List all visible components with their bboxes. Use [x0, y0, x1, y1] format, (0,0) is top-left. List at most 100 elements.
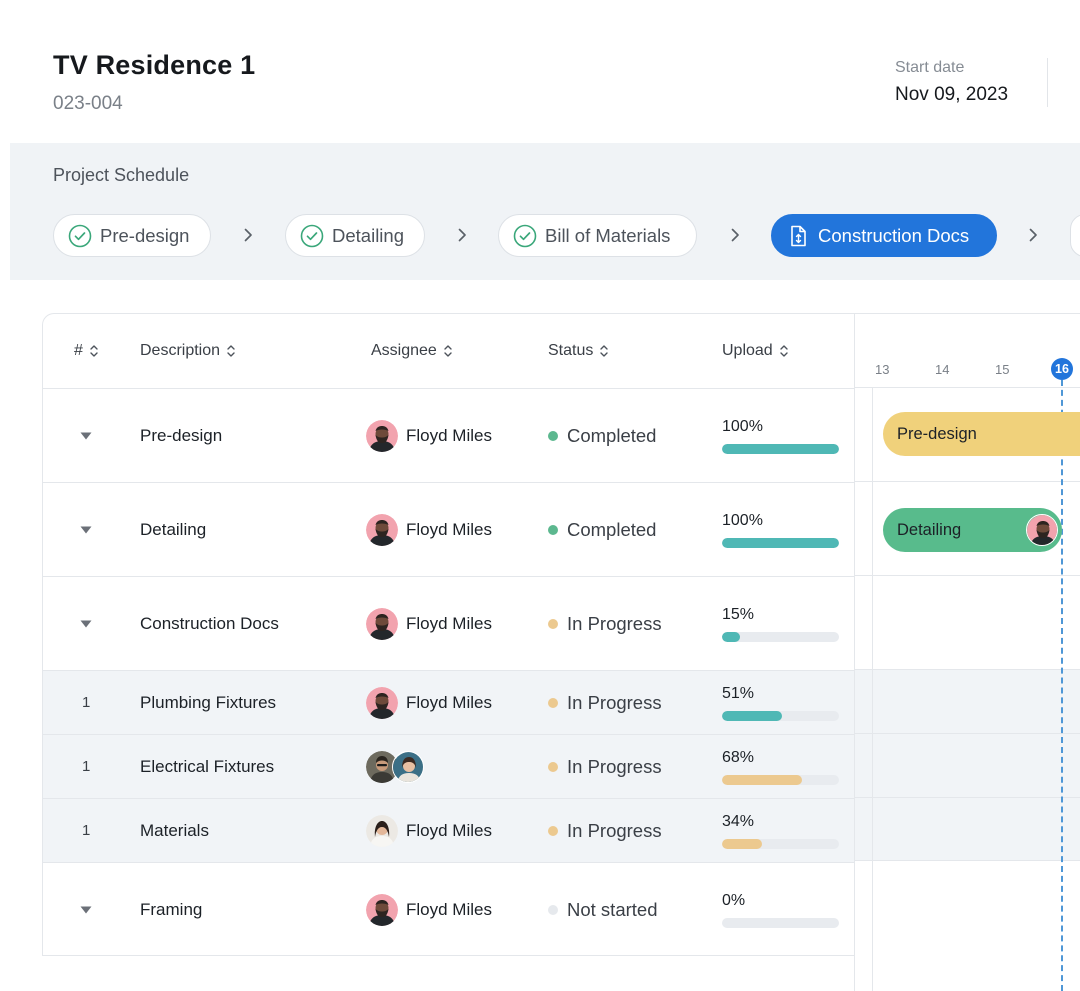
- chevron-right-icon: [1029, 228, 1037, 242]
- step-label: Pre-design: [100, 224, 190, 246]
- check-circle-icon: [68, 224, 92, 247]
- sort-icon: [90, 345, 98, 357]
- column-header-description[interactable]: Description: [140, 342, 236, 360]
- column-header-status[interactable]: Status: [548, 342, 609, 360]
- step-label: Bill of Materials: [545, 224, 671, 246]
- status-text: In Progress: [567, 820, 662, 841]
- upload-progress-bar: [722, 538, 839, 548]
- status-text: In Progress: [567, 613, 662, 634]
- gantt-gridline: [872, 388, 873, 991]
- status-dot: [548, 619, 558, 629]
- upload-percent: 100%: [722, 418, 763, 435]
- caret-down-icon[interactable]: [80, 906, 92, 914]
- sort-icon: [780, 345, 788, 357]
- gantt-divider: [854, 313, 855, 991]
- gantt-bar-detailing[interactable]: Detailing: [883, 508, 1062, 552]
- step-pre-design[interactable]: Pre-design: [53, 214, 211, 257]
- upload-percent: 0%: [722, 892, 746, 909]
- step-next-partial[interactable]: [1070, 214, 1080, 257]
- avatar: [1026, 514, 1058, 546]
- avatar: [366, 751, 398, 783]
- table-row[interactable]: Pre-design Floyd Miles Completed 100%: [43, 388, 855, 482]
- avatar: [366, 608, 398, 640]
- caret-down-icon[interactable]: [80, 526, 92, 534]
- avatar: [366, 815, 398, 847]
- schedule-title: Project Schedule: [53, 165, 190, 185]
- upload-progress-bar: [722, 444, 839, 454]
- step-label: Construction Docs: [818, 224, 970, 246]
- project-header: TV Residence 1 023-004 Start date Nov 09…: [0, 0, 1080, 143]
- table-row[interactable]: Framing Floyd Miles Not started 0%: [43, 862, 855, 956]
- table-row[interactable]: Detailing Floyd Miles Completed 100%: [43, 482, 855, 576]
- row-number: 1: [82, 694, 91, 711]
- status-text: Completed: [567, 425, 657, 446]
- project-title: TV Residence 1: [53, 50, 256, 80]
- task-description: Electrical Fixtures: [140, 757, 275, 776]
- step-detailing[interactable]: Detailing: [285, 214, 425, 257]
- status-text: In Progress: [567, 692, 662, 713]
- task-description: Materials: [140, 821, 209, 840]
- row-number: 1: [82, 822, 91, 839]
- gantt-header-divider: [855, 387, 1080, 388]
- document-icon: [791, 225, 806, 246]
- gantt-day-label: 13: [875, 362, 890, 377]
- upload-progress-bar: [722, 775, 839, 785]
- gantt-today-line: [1061, 380, 1063, 991]
- task-description: Framing: [140, 900, 203, 919]
- status-text: Not started: [567, 899, 658, 920]
- gantt-day-label: 15: [995, 362, 1010, 377]
- start-date-label: Start date: [895, 59, 965, 76]
- table-row[interactable]: Construction Docs Floyd Miles In Progres…: [43, 576, 855, 670]
- column-header-number[interactable]: #: [74, 342, 99, 360]
- gantt-bar-label: Pre-design: [897, 424, 977, 443]
- gantt-row-band: [855, 733, 1080, 797]
- status-dot: [548, 905, 558, 915]
- step-bill-of-materials[interactable]: Bill of Materials: [498, 214, 697, 257]
- project-schedule: Project Schedule Pre-design Detailing Bi…: [10, 143, 1080, 280]
- task-description: Plumbing Fixtures: [140, 693, 277, 712]
- gantt-row-divider: [855, 575, 1080, 576]
- table-row[interactable]: 1 Electrical Fixtures In Progress 68%: [43, 734, 855, 798]
- assignee-name: Floyd Miles: [406, 426, 492, 445]
- assignee-name: Floyd Miles: [406, 614, 492, 633]
- status-dot: [548, 762, 558, 772]
- gantt-today-marker[interactable]: 16: [1051, 358, 1073, 380]
- upload-percent: 51%: [722, 685, 755, 702]
- upload-percent: 100%: [722, 512, 763, 529]
- chevron-right-icon: [458, 228, 466, 242]
- upload-percent: 34%: [722, 813, 755, 830]
- start-date-value: Nov 09, 2023: [895, 84, 1009, 105]
- sort-icon: [600, 345, 609, 357]
- avatar: [366, 420, 398, 452]
- column-header-upload[interactable]: Upload: [722, 342, 789, 360]
- chevron-right-icon: [731, 228, 739, 242]
- gantt-row-divider: [855, 481, 1080, 482]
- chevron-right-icon: [244, 228, 252, 242]
- assignee-name: Floyd Miles: [406, 821, 492, 840]
- gantt-bar-pre-design[interactable]: Pre-design: [883, 412, 1080, 456]
- step-construction-docs[interactable]: Construction Docs: [771, 214, 997, 257]
- check-circle-icon: [300, 224, 324, 247]
- project-code: 023-004: [53, 93, 123, 114]
- caret-down-icon[interactable]: [80, 432, 92, 440]
- caret-down-icon[interactable]: [80, 620, 92, 628]
- step-label: Detailing: [332, 224, 404, 246]
- column-header-assignee[interactable]: Assignee: [371, 342, 453, 360]
- avatar: [366, 514, 398, 546]
- gantt-row-band: [855, 669, 1080, 733]
- table-row[interactable]: 1 Materials Floyd Miles In Progress 34%: [43, 798, 855, 862]
- assignee-name: Floyd Miles: [406, 520, 492, 539]
- task-description: Pre-design: [140, 426, 223, 445]
- assignee-name: Floyd Miles: [406, 693, 492, 712]
- status-dot: [548, 525, 558, 535]
- avatar: [366, 687, 398, 719]
- upload-progress-bar: [722, 711, 839, 721]
- avatar: [392, 751, 424, 783]
- table-row[interactable]: 1 Plumbing Fixtures Floyd Miles In Progr…: [43, 670, 855, 734]
- status-dot: [548, 698, 558, 708]
- tasks-table: # Description Assignee Status Upload Pre…: [42, 313, 1080, 956]
- upload-progress-bar: [722, 918, 839, 928]
- status-text: In Progress: [567, 756, 662, 777]
- upload-percent: 68%: [722, 749, 755, 766]
- sort-icon: [227, 345, 235, 357]
